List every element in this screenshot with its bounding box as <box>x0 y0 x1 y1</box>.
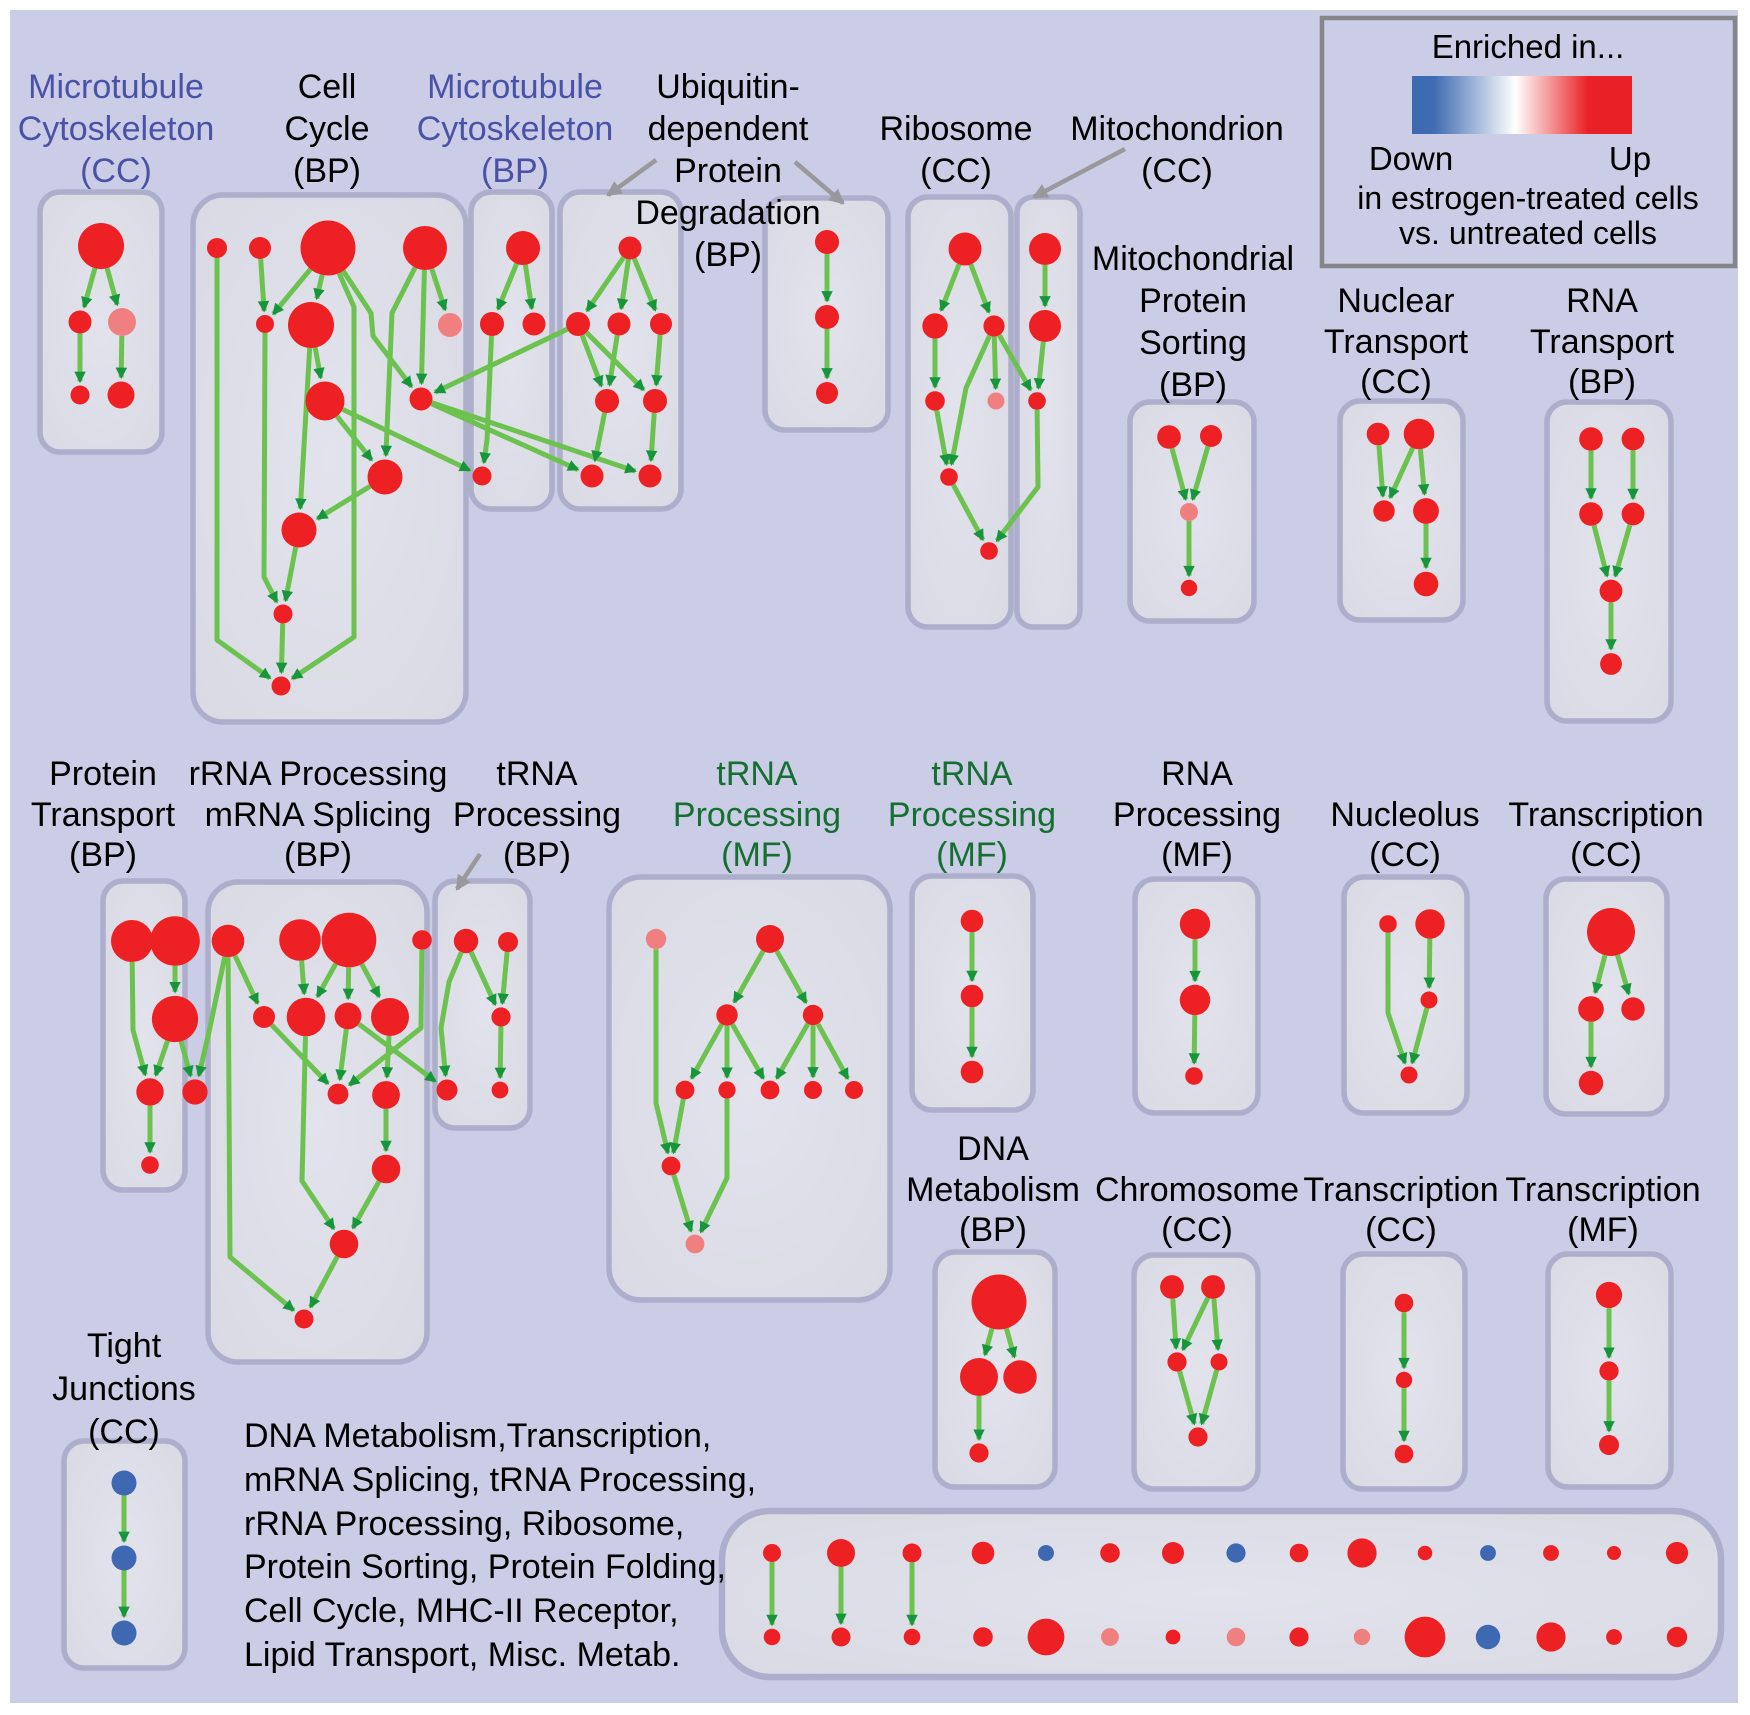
svg-text:Cytoskeleton: Cytoskeleton <box>417 110 614 148</box>
svg-text:(BP): (BP) <box>284 836 352 874</box>
svg-text:Tight: Tight <box>87 1327 162 1365</box>
svg-text:(BP): (BP) <box>481 152 549 190</box>
svg-text:Cell: Cell <box>298 68 357 106</box>
svg-text:Down: Down <box>1369 140 1453 177</box>
svg-text:Processing: Processing <box>453 796 621 834</box>
svg-text:Chromosome: Chromosome <box>1095 1171 1299 1209</box>
svg-text:tRNA: tRNA <box>931 755 1013 793</box>
svg-text:rRNA Processing: rRNA Processing <box>189 755 448 793</box>
svg-text:Transport: Transport <box>31 796 176 834</box>
svg-text:Protein Sorting, Protein Foldi: Protein Sorting, Protein Folding, <box>244 1548 726 1586</box>
svg-text:dependent: dependent <box>648 110 809 148</box>
svg-text:(CC): (CC) <box>80 152 152 190</box>
svg-text:(MF): (MF) <box>721 836 793 874</box>
svg-text:Transport: Transport <box>1324 323 1469 361</box>
svg-text:Microtubule: Microtubule <box>28 68 204 106</box>
svg-text:Mitochondrial: Mitochondrial <box>1092 240 1294 278</box>
svg-text:(BP): (BP) <box>1159 366 1227 404</box>
svg-text:(CC): (CC) <box>1360 363 1432 401</box>
svg-text:Metabolism: Metabolism <box>906 1171 1080 1209</box>
svg-text:(BP): (BP) <box>503 836 571 874</box>
svg-text:Nuclear: Nuclear <box>1337 282 1454 320</box>
svg-text:(BP): (BP) <box>293 152 361 190</box>
svg-text:Transcription: Transcription <box>1508 796 1703 834</box>
svg-text:Sorting: Sorting <box>1139 324 1247 362</box>
svg-text:Microtubule: Microtubule <box>427 68 603 106</box>
svg-text:(BP): (BP) <box>694 236 762 274</box>
svg-text:(CC): (CC) <box>920 152 992 190</box>
svg-text:Up: Up <box>1609 140 1651 177</box>
svg-text:tRNA: tRNA <box>716 755 798 793</box>
svg-text:Junctions: Junctions <box>52 1370 196 1408</box>
svg-text:RNA: RNA <box>1161 755 1233 793</box>
svg-text:Cell Cycle, MHC-II Receptor,: Cell Cycle, MHC-II Receptor, <box>244 1592 679 1630</box>
svg-text:vs. untreated cells: vs. untreated cells <box>1399 215 1657 251</box>
svg-text:DNA Metabolism,Transcription,: DNA Metabolism,Transcription, <box>244 1417 711 1455</box>
svg-text:(BP): (BP) <box>1568 363 1636 401</box>
svg-text:Protein: Protein <box>49 755 157 793</box>
svg-text:Cycle: Cycle <box>284 110 369 148</box>
svg-text:(MF): (MF) <box>1161 836 1233 874</box>
svg-text:(MF): (MF) <box>936 836 1008 874</box>
svg-text:tRNA: tRNA <box>496 755 578 793</box>
svg-text:in estrogen-treated cells: in estrogen-treated cells <box>1357 180 1699 216</box>
svg-text:Ubiquitin-: Ubiquitin- <box>656 68 800 106</box>
svg-text:mRNA Splicing, tRNA Processing: mRNA Splicing, tRNA Processing, <box>244 1461 756 1499</box>
svg-text:Transcription: Transcription <box>1303 1171 1498 1209</box>
svg-text:Processing: Processing <box>1113 796 1281 834</box>
svg-text:(MF): (MF) <box>1567 1211 1639 1249</box>
svg-text:Transcription: Transcription <box>1505 1171 1700 1209</box>
svg-text:Degradation: Degradation <box>635 194 820 232</box>
svg-text:Processing: Processing <box>673 796 841 834</box>
svg-text:Ribosome: Ribosome <box>879 110 1032 148</box>
svg-text:Transport: Transport <box>1530 323 1675 361</box>
svg-text:(CC): (CC) <box>88 1413 160 1451</box>
svg-text:Protein: Protein <box>674 152 782 190</box>
svg-text:Nucleolus: Nucleolus <box>1330 796 1479 834</box>
svg-text:rRNA Processing, Ribosome,: rRNA Processing, Ribosome, <box>244 1505 684 1543</box>
svg-text:Cytoskeleton: Cytoskeleton <box>18 110 215 148</box>
svg-text:(CC): (CC) <box>1365 1211 1437 1249</box>
svg-text:Processing: Processing <box>888 796 1056 834</box>
svg-text:DNA: DNA <box>957 1130 1029 1168</box>
svg-text:Enriched in...: Enriched in... <box>1432 28 1625 65</box>
svg-text:(BP): (BP) <box>69 836 137 874</box>
svg-text:(BP): (BP) <box>959 1211 1027 1249</box>
svg-text:Protein: Protein <box>1139 282 1247 320</box>
svg-text:RNA: RNA <box>1566 282 1638 320</box>
svg-text:(CC): (CC) <box>1369 836 1441 874</box>
svg-text:Lipid Transport, Misc. Metab.: Lipid Transport, Misc. Metab. <box>244 1636 681 1674</box>
svg-text:Mitochondrion: Mitochondrion <box>1070 110 1284 148</box>
svg-text:(CC): (CC) <box>1141 152 1213 190</box>
svg-text:mRNA Splicing: mRNA Splicing <box>205 796 432 834</box>
svg-text:(CC): (CC) <box>1161 1211 1233 1249</box>
svg-text:(CC): (CC) <box>1570 836 1642 874</box>
